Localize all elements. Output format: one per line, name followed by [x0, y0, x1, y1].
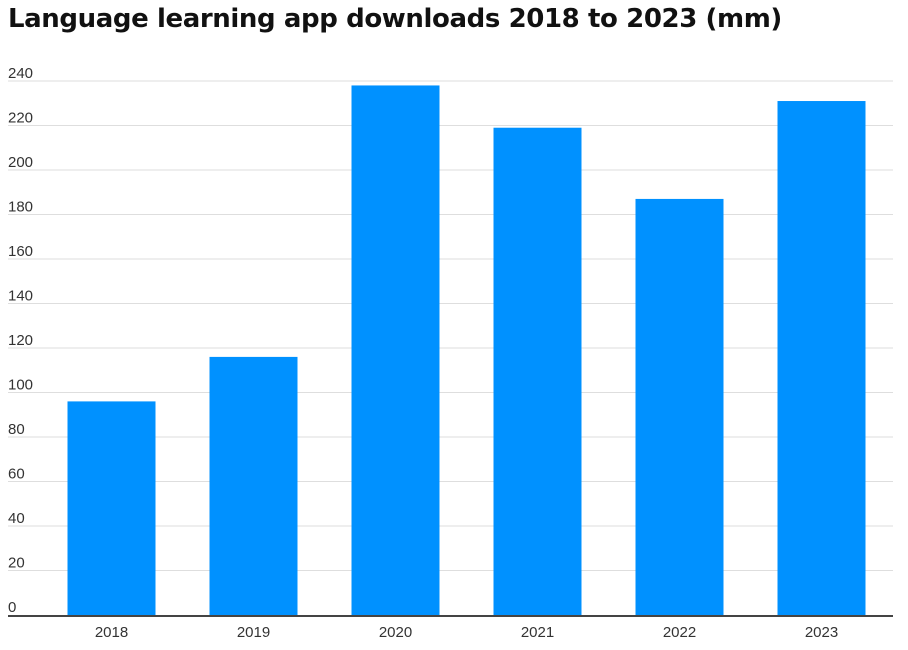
bar-2018	[67, 401, 156, 615]
x-tick-label-2018: 2018	[95, 624, 128, 641]
y-tick-label-80: 80	[8, 421, 25, 438]
y-tick-label-40: 40	[8, 510, 25, 527]
y-tick-label-120: 120	[8, 332, 33, 349]
x-axis-tick-labels: 2018 2019 2020 2021 2022 2023	[95, 624, 838, 641]
y-axis-tick-labels: 0 20 40 60 80 100 120 140 160 180 200 220 240	[8, 65, 33, 616]
y-tick-label-240: 240	[8, 65, 33, 82]
x-tick-label-2020: 2020	[379, 624, 412, 641]
bar-2021	[493, 127, 582, 615]
y-tick-label-200: 200	[8, 154, 33, 171]
y-tick-label-20: 20	[8, 555, 25, 572]
y-tick-label-100: 100	[8, 377, 33, 394]
y-tick-label-60: 60	[8, 466, 25, 483]
y-tick-label-0: 0	[8, 599, 16, 616]
y-tick-label-220: 220	[8, 110, 33, 127]
bar-2022	[635, 198, 724, 616]
x-tick-label-2023: 2023	[805, 624, 838, 641]
y-tick-label-140: 140	[8, 288, 33, 305]
bar-2020	[351, 85, 440, 615]
x-tick-label-2022: 2022	[663, 624, 696, 641]
bar-2019	[209, 356, 298, 615]
x-tick-label-2019: 2019	[237, 624, 270, 641]
chart-title: Language learning app downloads 2018 to …	[8, 4, 782, 34]
y-tick-label-160: 160	[8, 243, 33, 260]
y-tick-label-180: 180	[8, 199, 33, 216]
bar-2023	[777, 101, 866, 615]
bars	[67, 85, 866, 616]
x-tick-label-2021: 2021	[521, 624, 554, 641]
